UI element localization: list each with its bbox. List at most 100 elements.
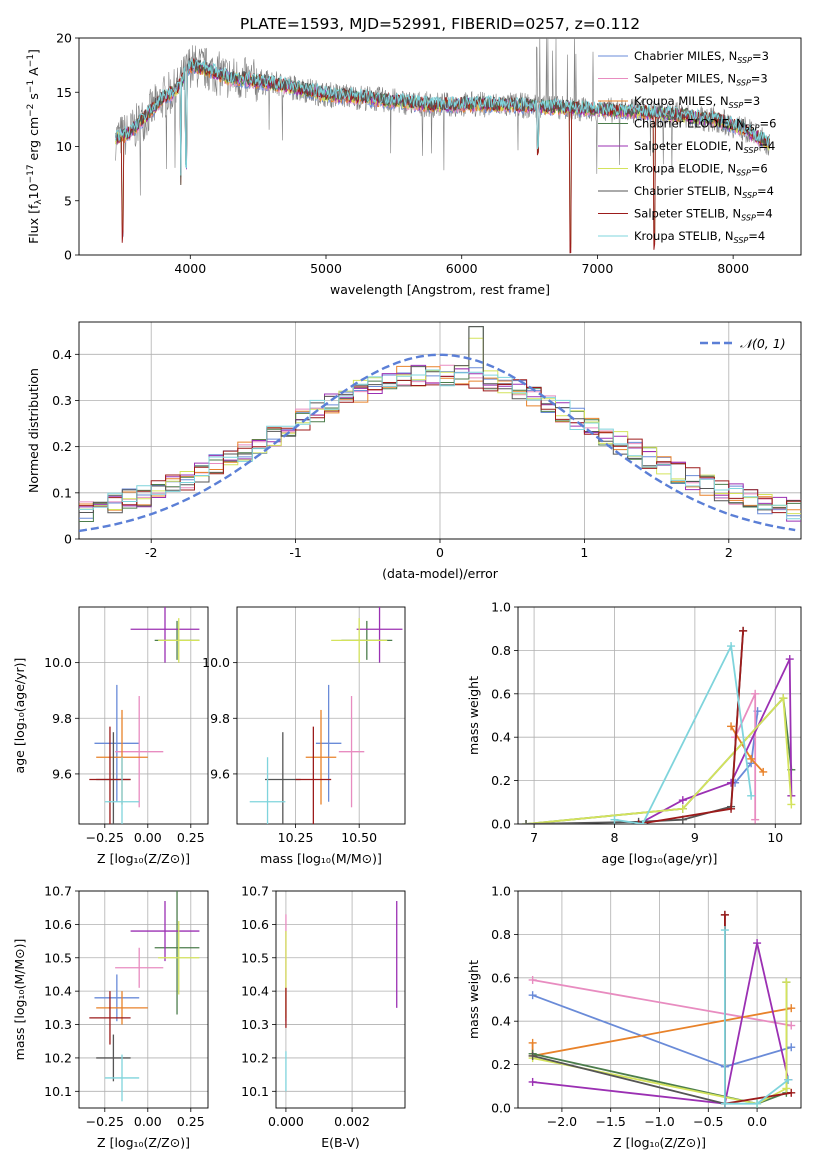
x-tick-label: 0.0 — [747, 1114, 767, 1129]
legend-label-kroupa-elodie: Kroupa ELODIE, NSSP=6 — [634, 162, 768, 178]
mass-vs-ebv-panel: 0.000 0.002 10.1 10.2 10.3 10.4 10.5 10.6 10.7 E(… — [241, 884, 406, 1150]
y-tick-label: 0 — [64, 248, 72, 263]
x-tick-label: 0.000 — [268, 1114, 304, 1129]
weight-marker — [727, 804, 736, 813]
weight-marker — [751, 815, 760, 824]
y-tick-label: 10.7 — [241, 884, 269, 899]
legend-label-chabrier-stelib: Chabrier STELIB, NSSP=4 — [634, 184, 774, 200]
axes-frame — [78, 321, 802, 540]
error-bar-salpeter-miles — [115, 696, 164, 808]
error-bar-salpeter-stelib — [89, 726, 131, 824]
y-tick-label: 10.3 — [44, 1017, 72, 1032]
weight-marker — [751, 689, 760, 698]
y-tick-label: 5 — [64, 193, 72, 208]
y-tick-label: 1.0 — [491, 884, 511, 899]
x-tick-label: -1 — [289, 545, 301, 560]
weight-marker — [787, 1021, 796, 1030]
legend-label-chabrier-elodie: Chabrier ELODIE, NSSP=6 — [634, 117, 776, 133]
weight-marker — [610, 815, 619, 824]
weight-marker — [779, 694, 788, 703]
figure-title: PLATE=1593, MJD=52991, FIBERID=0257, z=0… — [240, 15, 640, 33]
y-tick-label: 10.3 — [241, 1017, 269, 1032]
y-tick-label: 10.0 — [44, 655, 72, 670]
weight-marker — [528, 1077, 537, 1086]
weight-line-salpeter-elodie — [532, 942, 790, 1105]
y-tick-label: 1.0 — [491, 600, 511, 615]
weight-line-chabrier-miles — [532, 994, 792, 1068]
legend-label-value: =3 — [752, 49, 769, 63]
y-tick-label: 0 — [64, 532, 72, 547]
weight-marker — [787, 1004, 796, 1013]
error-bar-kroupa-miles — [96, 991, 148, 1025]
x-tick-label: 2 — [725, 545, 733, 560]
legend-label-value: =4 — [748, 229, 765, 243]
y-tick-label: 10.0 — [202, 655, 230, 670]
axes-frame — [78, 890, 209, 1109]
weight-line-kroupa-miles — [531, 1007, 792, 1057]
weight-vs-metallicity-panel: −2.0 −1.5 −1.0 −0.5 0.0 0.0 0.2 0.4 0.6 0.8 1.0 Z [… — [466, 884, 802, 1150]
error-bar-kroupa-elodie — [158, 618, 200, 663]
weight-marker — [785, 655, 794, 664]
legend-label-value: =3 — [751, 72, 768, 86]
weight-marker — [784, 1075, 793, 1084]
y-tick-label: 10.2 — [44, 1050, 72, 1065]
x-tick-label: 1 — [580, 545, 588, 560]
error-bar-kroupa-stelib — [104, 757, 140, 824]
legend-label-subscript: SSP — [741, 214, 756, 223]
weight-marker — [528, 991, 537, 1000]
x-tick-label: 8 — [611, 830, 619, 845]
weight-marker — [678, 804, 687, 813]
error-bar-chabrier-miles — [94, 974, 140, 1022]
weight-line-salpeter-miles — [532, 979, 792, 1027]
age-vs-mass-panel: 10.25 10.50 9.6 9.8 10.0 mass [log₁₀(M/M⊙)] — [202, 606, 406, 866]
error-bar-kroupa-stelib — [249, 757, 286, 824]
y-tick-label: 10.1 — [241, 1084, 269, 1099]
x-axis-label: mass [log₁₀(M/M⊙)] — [260, 851, 382, 866]
age-vs-metallicity-panel: −0.25 0.00 0.25 9.6 9.8 10.0 Z [log₁₀(Z/Z⊙)] ag… — [12, 606, 209, 866]
x-tick-label: 10.25 — [278, 830, 314, 845]
x-tick-label: −1.5 — [596, 1114, 626, 1129]
legend-label-value: =6 — [751, 162, 768, 176]
model-spectrum-kroupa-stelib — [115, 58, 770, 176]
x-tick-label: 0.002 — [334, 1114, 370, 1129]
legend-label-text: Chabrier ELODIE, N — [634, 117, 745, 131]
x-tick-label: -2 — [145, 545, 157, 560]
weight-marker — [782, 978, 791, 987]
y-tick-label: 0.2 — [491, 773, 511, 788]
x-axis-label: Z [log₁₀(Z/Z⊙)] — [613, 1135, 706, 1150]
error-bar-chabrier-elodie — [154, 891, 200, 1015]
legend-label-value: =3 — [743, 94, 760, 108]
x-axis-label: age [log₁₀(age/yr)] — [602, 851, 718, 866]
axes-frame — [78, 37, 802, 256]
y-axis-label: Flux [fλ10−17 erg cm−2 s−1 A−1] — [26, 49, 44, 244]
weight-marker — [727, 642, 736, 651]
weight-line-kroupa-stelib — [724, 930, 789, 1105]
y-tick-label: 0.0 — [491, 817, 511, 832]
y-tick-label: 20 — [56, 31, 72, 46]
error-bar-salpeter-stelib — [89, 991, 131, 1045]
y-tick-label: 9.6 — [210, 766, 230, 781]
x-tick-label: −0.5 — [693, 1114, 723, 1129]
y-tick-label: 10.6 — [241, 917, 269, 932]
y-tick-label: 10.5 — [44, 950, 72, 965]
x-tick-label: −0.25 — [86, 1114, 124, 1129]
weight-marker — [638, 820, 647, 824]
weight-marker — [720, 926, 729, 935]
legend-label-text: Salpeter MILES, N — [634, 72, 736, 86]
legend-label-salpeter-elodie: Salpeter ELODIE, NSSP=4 — [634, 139, 775, 155]
x-tick-label: 5000 — [310, 261, 342, 276]
error-bar-kroupa-elodie — [158, 921, 200, 995]
legend-label-text: Kroupa MILES, N — [634, 94, 729, 108]
y-tick-label: 0.4 — [491, 1014, 511, 1029]
legend-label-salpeter-miles: Salpeter MILES, NSSP=3 — [634, 72, 768, 88]
y-tick-label: 0.0 — [491, 1101, 511, 1116]
axes-frame — [517, 606, 802, 825]
x-tick-label: 9 — [691, 830, 699, 845]
error-bar-salpeter-stelib — [295, 726, 332, 824]
y-tick-label: 0.1 — [52, 485, 72, 500]
x-tick-label: 6000 — [446, 261, 478, 276]
y-tick-label: 0.8 — [491, 927, 511, 942]
y-tick-label: 0.4 — [491, 730, 511, 745]
x-tick-label: 7000 — [582, 261, 614, 276]
